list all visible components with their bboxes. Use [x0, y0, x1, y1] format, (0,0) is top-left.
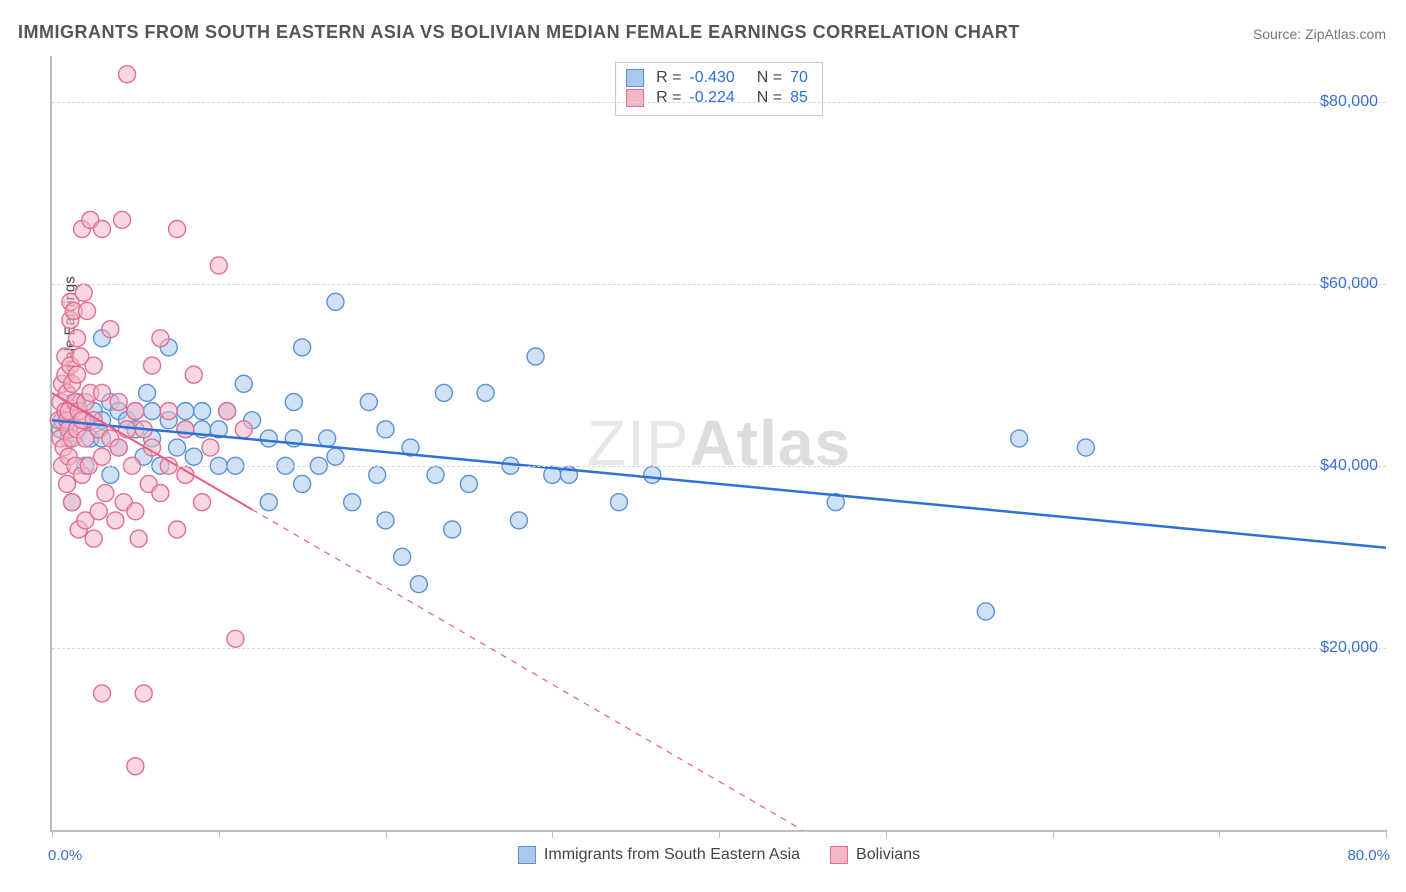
scatter-point-bolivians	[235, 421, 252, 438]
scatter-point-sea	[344, 494, 361, 511]
scatter-point-sea	[1077, 439, 1094, 456]
x-max-label: 80.0%	[1347, 847, 1390, 864]
scatter-point-sea	[185, 448, 202, 465]
y-tick-label: $20,000	[1320, 639, 1378, 657]
scatter-point-sea	[294, 475, 311, 492]
scatter-point-bolivians	[102, 321, 119, 338]
scatter-point-sea	[644, 466, 661, 483]
scatter-point-bolivians	[127, 758, 144, 775]
scatter-point-bolivians	[110, 394, 127, 411]
scatter-point-bolivians	[194, 494, 211, 511]
y-tick-label: $60,000	[1320, 275, 1378, 293]
scatter-point-bolivians	[169, 221, 186, 238]
scatter-point-sea	[235, 375, 252, 392]
scatter-point-sea	[610, 494, 627, 511]
scatter-point-sea	[369, 466, 386, 483]
scatter-point-sea	[319, 430, 336, 447]
scatter-point-sea	[194, 403, 211, 420]
swatch-icon	[518, 846, 536, 864]
scatter-point-sea	[377, 421, 394, 438]
scatter-point-sea	[177, 403, 194, 420]
scatter-point-sea	[510, 512, 527, 529]
scatter-point-sea	[285, 394, 302, 411]
scatter-point-bolivians	[79, 302, 96, 319]
scatter-point-sea	[477, 384, 494, 401]
scatter-point-bolivians	[202, 439, 219, 456]
scatter-point-bolivians	[94, 384, 111, 401]
scatter-point-sea	[327, 293, 344, 310]
trend-line-dashed-bolivians	[252, 509, 802, 830]
scatter-point-sea	[102, 466, 119, 483]
scatter-point-bolivians	[160, 403, 177, 420]
scatter-point-bolivians	[152, 330, 169, 347]
scatter-point-bolivians	[177, 421, 194, 438]
scatter-point-bolivians	[119, 421, 136, 438]
scatter-point-bolivians	[210, 257, 227, 274]
scatter-point-sea	[294, 339, 311, 356]
scatter-point-bolivians	[144, 357, 161, 374]
scatter-point-sea	[460, 475, 477, 492]
x-min-label: 0.0%	[48, 847, 82, 864]
plot-svg	[52, 56, 1386, 830]
scatter-point-sea	[139, 384, 156, 401]
trend-line-sea	[52, 420, 1386, 547]
scatter-point-bolivians	[85, 357, 102, 374]
scatter-point-sea	[427, 466, 444, 483]
scatter-point-sea	[377, 512, 394, 529]
scatter-point-bolivians	[69, 366, 86, 383]
y-tick-label: $40,000	[1320, 457, 1378, 475]
scatter-point-bolivians	[107, 512, 124, 529]
scatter-point-bolivians	[185, 366, 202, 383]
scatter-point-sea	[260, 430, 277, 447]
series-legend: Immigrants from South Eastern Asia Boliv…	[518, 846, 920, 864]
scatter-point-bolivians	[94, 221, 111, 238]
legend-item-bolivians: Bolivians	[830, 846, 920, 864]
scatter-point-bolivians	[127, 503, 144, 520]
scatter-point-sea	[327, 448, 344, 465]
scatter-point-bolivians	[85, 530, 102, 547]
scatter-point-bolivians	[97, 485, 114, 502]
scatter-point-bolivians	[69, 330, 86, 347]
scatter-point-bolivians	[127, 403, 144, 420]
scatter-point-sea	[144, 403, 161, 420]
scatter-point-bolivians	[227, 630, 244, 647]
scatter-point-sea	[444, 521, 461, 538]
scatter-point-bolivians	[130, 530, 147, 547]
scatter-point-sea	[360, 394, 377, 411]
scatter-point-sea	[410, 576, 427, 593]
scatter-point-sea	[260, 494, 277, 511]
scatter-point-bolivians	[64, 494, 81, 511]
scatter-point-sea	[527, 348, 544, 365]
chart-title: IMMIGRANTS FROM SOUTH EASTERN ASIA VS BO…	[18, 22, 1020, 43]
scatter-point-bolivians	[110, 439, 127, 456]
scatter-point-bolivians	[135, 685, 152, 702]
scatter-point-sea	[435, 384, 452, 401]
scatter-point-bolivians	[152, 485, 169, 502]
swatch-icon	[830, 846, 848, 864]
scatter-point-bolivians	[59, 475, 76, 492]
scatter-point-bolivians	[169, 521, 186, 538]
scatter-point-bolivians	[119, 66, 136, 83]
scatter-point-sea	[394, 548, 411, 565]
y-tick-label: $80,000	[1320, 93, 1378, 111]
scatter-point-bolivians	[75, 284, 92, 301]
scatter-point-bolivians	[94, 685, 111, 702]
source-attribution: Source: ZipAtlas.com	[1253, 26, 1386, 42]
scatter-point-sea	[1011, 430, 1028, 447]
plot-area: Median Female Earnings ZIPAtlas R = -0.4…	[50, 56, 1386, 832]
scatter-point-bolivians	[219, 403, 236, 420]
scatter-point-bolivians	[94, 448, 111, 465]
scatter-point-bolivians	[90, 503, 107, 520]
scatter-point-sea	[977, 603, 994, 620]
legend-item-sea: Immigrants from South Eastern Asia	[518, 846, 800, 864]
scatter-point-sea	[169, 439, 186, 456]
scatter-point-bolivians	[114, 211, 131, 228]
